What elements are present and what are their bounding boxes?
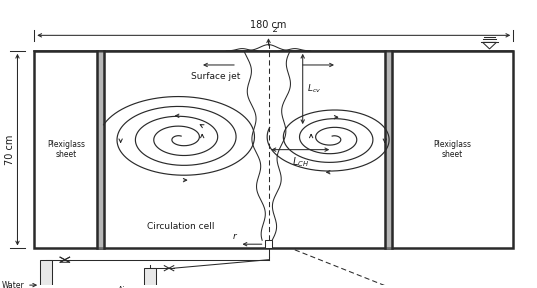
Text: $L_{cv}$: $L_{cv}$ (307, 83, 321, 95)
Bar (34, 51, 513, 249)
Text: 70 cm: 70 cm (5, 134, 15, 165)
Bar (144, 268, 156, 288)
Text: Air: Air (118, 286, 128, 288)
Bar (265, 240, 272, 248)
Text: Surface jet: Surface jet (191, 72, 241, 81)
Text: Water: Water (2, 281, 24, 288)
Text: Plexiglass
sheet: Plexiglass sheet (434, 140, 471, 159)
Text: $L_{CH}$: $L_{CH}$ (292, 155, 309, 169)
Bar (40, 260, 52, 288)
Text: Circulation cell: Circulation cell (147, 223, 215, 232)
Text: r: r (233, 232, 236, 241)
Text: Plexiglass
sheet: Plexiglass sheet (47, 140, 85, 159)
Text: z: z (272, 25, 277, 34)
Text: 180 cm: 180 cm (250, 20, 287, 30)
